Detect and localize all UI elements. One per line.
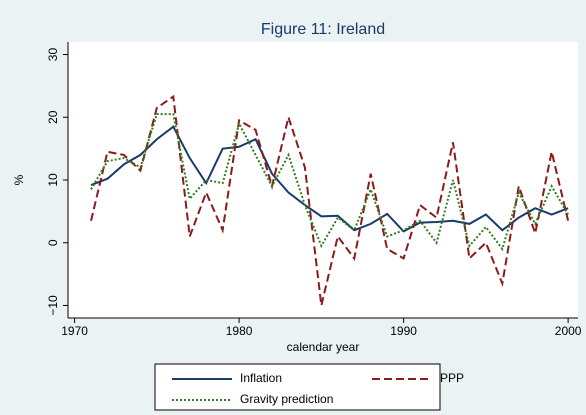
y-tick-label: 30 [46, 48, 60, 62]
x-tick-label: 1970 [61, 324, 88, 338]
x-axis-label: calendar year [287, 340, 360, 354]
series-line [90, 125, 569, 233]
legend-label: PPP [440, 371, 464, 385]
legend [154, 363, 441, 411]
y-tick-label: 20 [46, 110, 60, 124]
series-line [90, 113, 569, 252]
plot-area [68, 42, 578, 318]
y-tick-label: 10 [46, 173, 60, 187]
y-tick-label: −10 [46, 295, 60, 316]
y-tick-label: 0 [46, 239, 60, 246]
legend-label: Inflation [240, 371, 282, 385]
y-axis-label: % [12, 174, 26, 185]
x-tick-label: 1980 [226, 324, 253, 338]
x-tick-label: 2000 [555, 324, 582, 338]
series-line [90, 94, 570, 306]
chart-title: Figure 11: Ireland [261, 21, 385, 38]
legend-label: Gravity prediction [240, 392, 333, 406]
x-tick-label: 1990 [390, 324, 417, 338]
